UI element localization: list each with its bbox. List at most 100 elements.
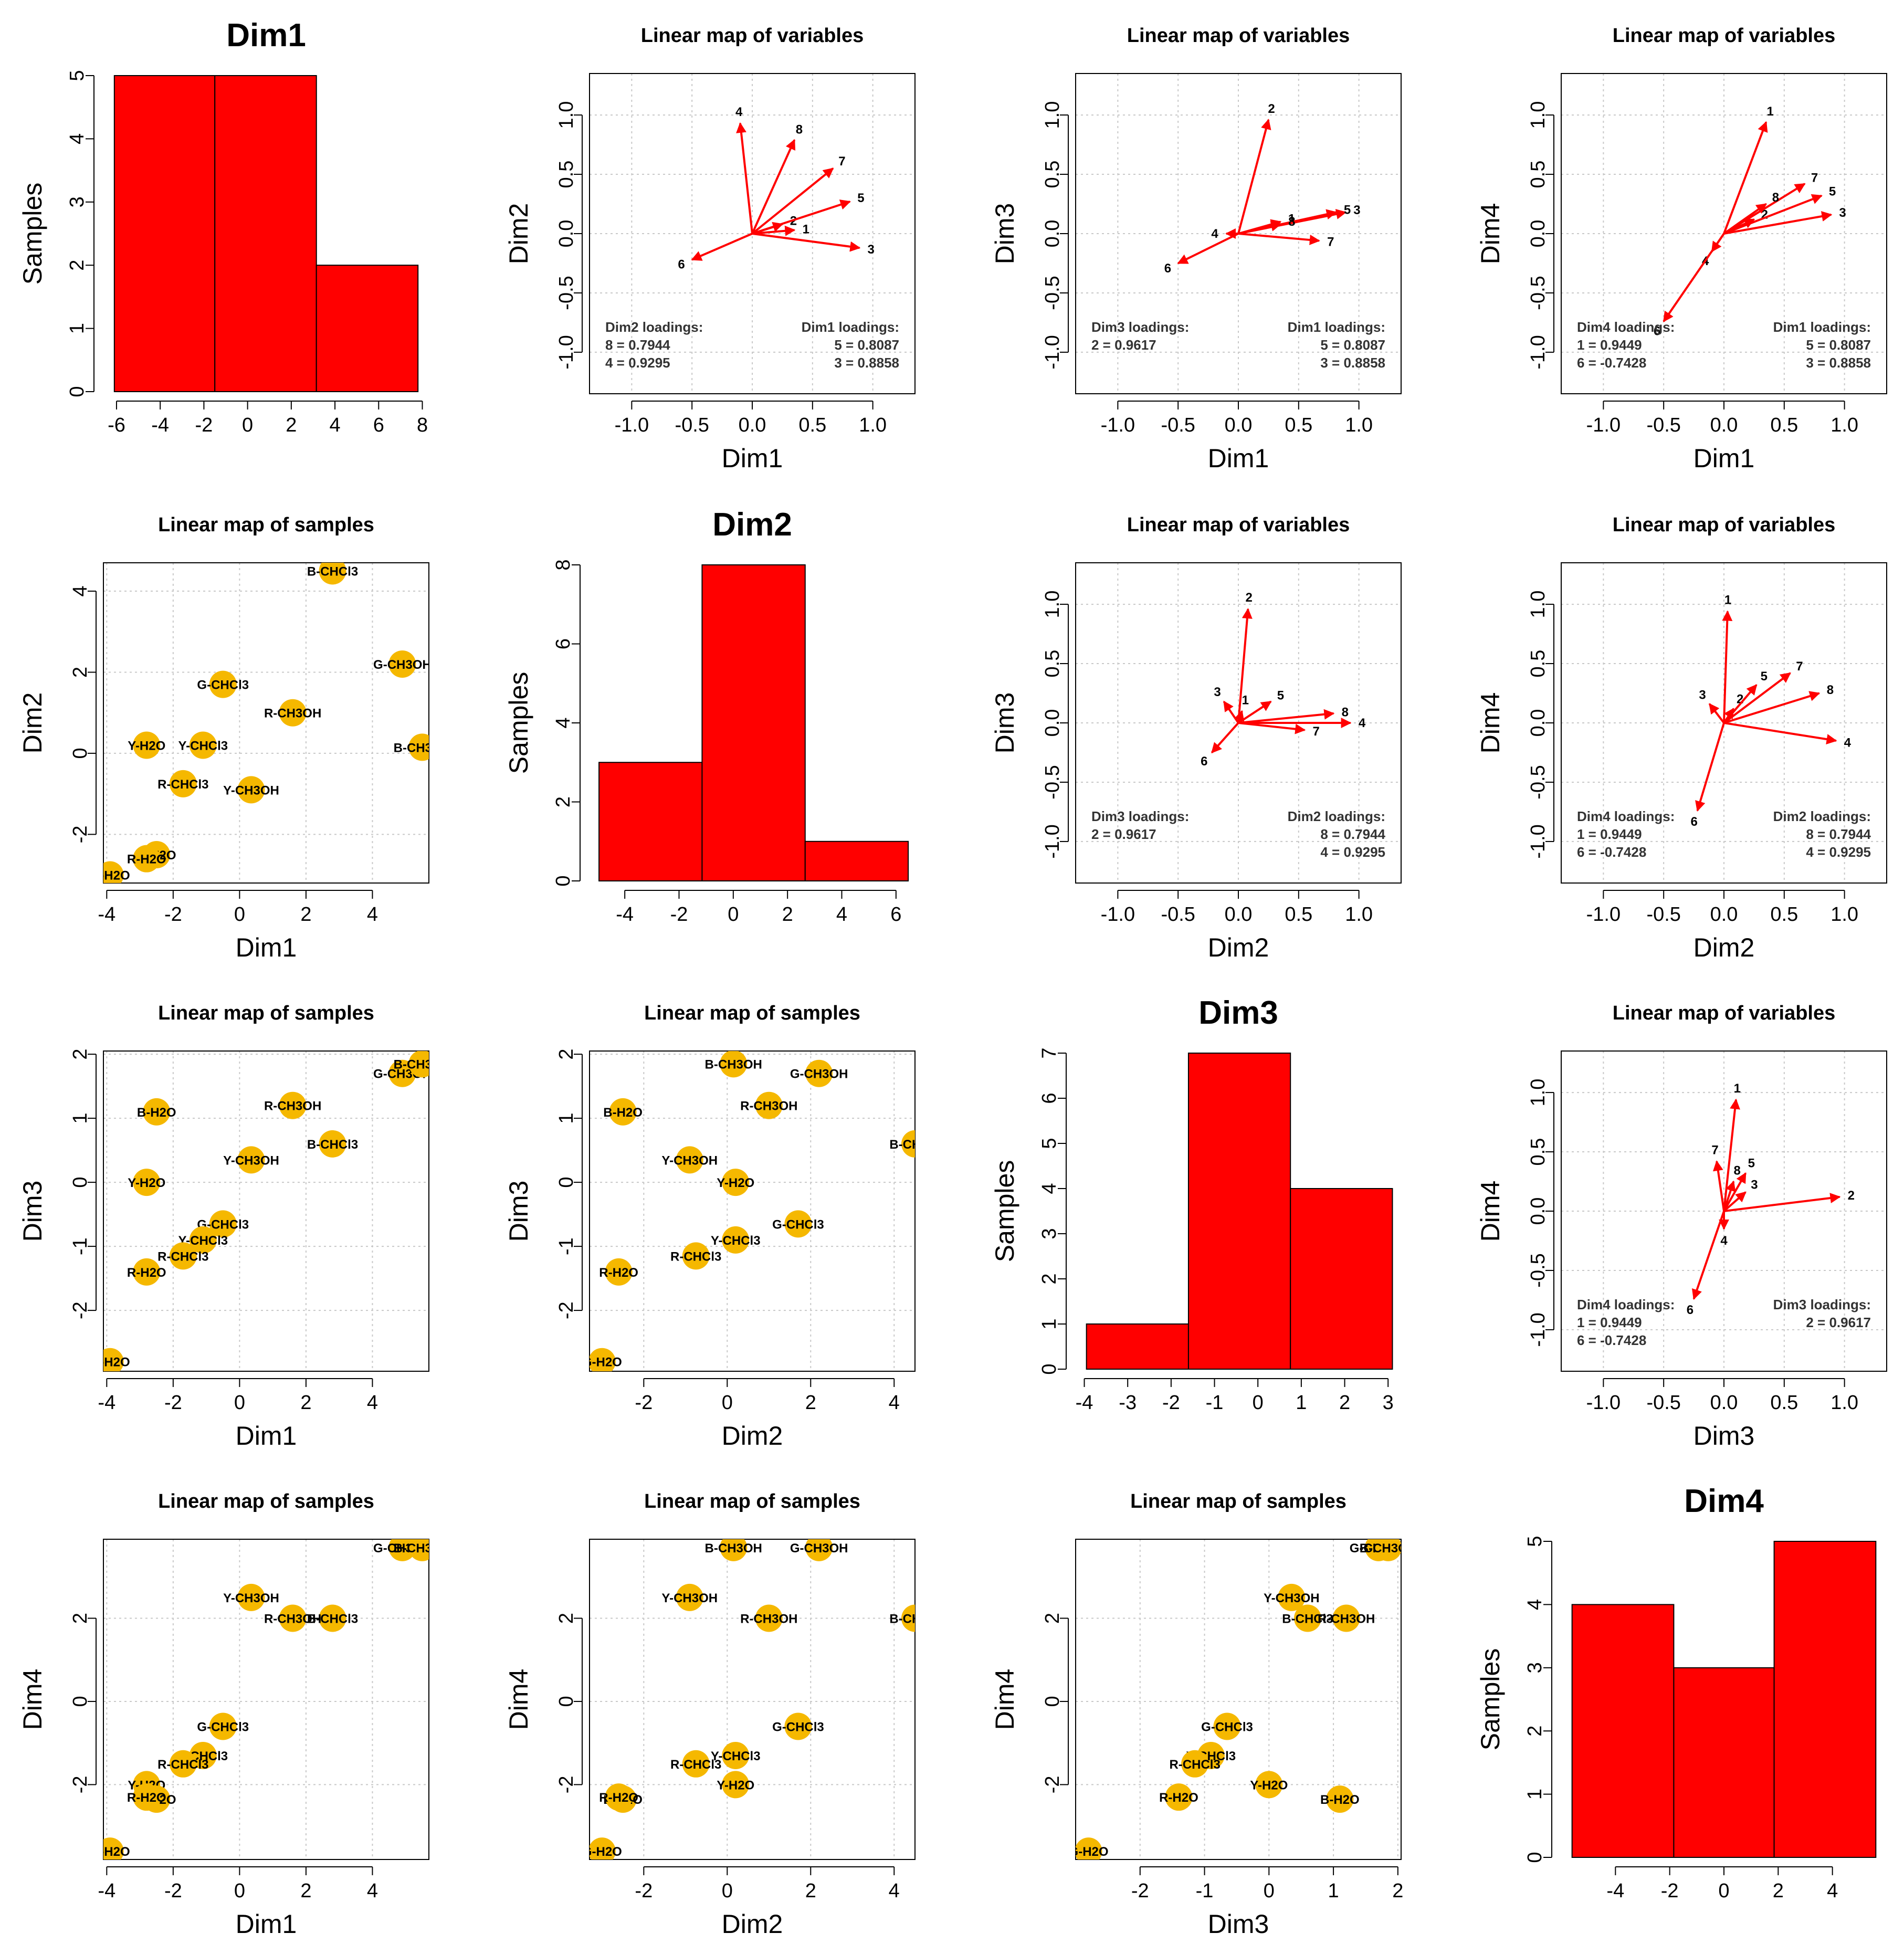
sample-point: [720, 1539, 748, 1561]
x-tick-label: -4: [1076, 1392, 1093, 1414]
histogram-bar: [1187, 1053, 1291, 1370]
loadings-text: 4 = 0.9295: [1806, 844, 1871, 860]
variable-label: 8: [1733, 1164, 1740, 1178]
y-tick-label: 1: [69, 1113, 91, 1124]
sample-point: [408, 1539, 429, 1561]
y-tick-label: 6: [552, 638, 574, 649]
x-tick-label: -2: [164, 1392, 182, 1414]
sample-point: [1213, 1712, 1241, 1740]
panel-title: Linear map of samples: [644, 1490, 860, 1512]
x-tick-label: 0: [1264, 1880, 1275, 1902]
loadings-text: 4 = 0.9295: [605, 355, 670, 371]
x-tick-label: -1.0: [1586, 903, 1621, 926]
variable-label: 3: [1214, 685, 1221, 699]
sample-points: B-CHCl3G-CH3OHG-CHCl3R-CH3OHY-H2OY-CHCl3…: [103, 1051, 429, 1371]
loadings-text: 5 = 0.8087: [834, 337, 899, 353]
x-tick-label: 1.0: [1831, 414, 1858, 436]
sample-point: [209, 1712, 237, 1740]
variable-arrow: [1237, 700, 1272, 724]
y-tick-label: 0: [69, 1696, 91, 1707]
sample-point: [605, 1258, 633, 1286]
sample-label: B-H2O: [1320, 1793, 1360, 1807]
y-tick-label: -2: [69, 825, 91, 843]
x-tick-label: -1: [1196, 1880, 1214, 1902]
sample-point: [682, 1750, 710, 1778]
y-tick-label: 0.0: [1527, 1197, 1549, 1225]
y-tick-label: 4: [69, 585, 91, 596]
sample-point: [189, 1226, 217, 1254]
variable-label: 2: [1246, 591, 1253, 605]
x-axis-label: Dim1: [236, 1421, 297, 1451]
sample-point: [103, 1348, 124, 1371]
y-tick-label: 0: [552, 875, 574, 886]
y-tick-label: -2: [555, 1776, 577, 1794]
sample-label: B-CHCl3: [307, 1612, 358, 1626]
x-axis-label: Dim2: [722, 1421, 783, 1451]
variable-label: 1: [803, 222, 809, 236]
panel-title: Dim3: [1198, 995, 1278, 1031]
histogram-bar: [214, 75, 317, 392]
x-tick-label: -4: [616, 903, 634, 926]
loadings-text: 6 = -0.7428: [1577, 1332, 1646, 1348]
sample-point: [319, 1604, 346, 1632]
variable-arrow: [1723, 1172, 1747, 1212]
plot-frame: [1075, 73, 1402, 394]
sample-map-panel: Linear map of samples Dim1 Dim4 -4 -2 0 2 4 -2 0 2…: [18, 1490, 429, 1939]
sample-point: [133, 845, 161, 873]
x-tick-label: 0: [722, 1880, 733, 1902]
x-tick-label: 0: [728, 903, 739, 926]
x-tick-label: 0.5: [1770, 414, 1798, 436]
sample-point: [590, 1837, 616, 1859]
sample-point: [408, 1051, 429, 1078]
sample-label: Y-CH3OH: [1264, 1591, 1320, 1605]
y-tick-label: 1: [66, 323, 88, 334]
variable-label: 6: [1164, 261, 1171, 276]
sample-point: [133, 731, 161, 759]
variable-label: 4: [1211, 227, 1218, 241]
histogram-bar: [315, 265, 419, 393]
variable-arrow: [1237, 608, 1253, 723]
y-tick-label: -2: [69, 1301, 91, 1319]
sample-map-panel: Linear map of samples Dim2 Dim4 -2 0 2 4 -2 0 2 B-…: [504, 1490, 916, 1939]
sample-point: [1374, 1539, 1401, 1561]
loadings-text: 8 = 0.7944: [1320, 826, 1385, 842]
histogram-bar: [598, 762, 703, 881]
sample-point: [143, 1098, 171, 1126]
x-tick-label: 0.0: [1710, 414, 1738, 436]
sample-point: [609, 1098, 637, 1126]
sample-point: [103, 1837, 124, 1859]
x-tick-label: 0: [1253, 1392, 1264, 1414]
loadings-text: Dim3 loadings:: [1091, 808, 1189, 824]
sample-label: B-CH3OH: [705, 1057, 762, 1071]
variable-arrow: [1723, 722, 1837, 744]
variable-label: 6: [1654, 324, 1660, 338]
x-tick-label: 2: [300, 903, 311, 926]
sample-point: [805, 1059, 833, 1087]
histogram-bar: [1290, 1188, 1393, 1370]
y-tick-label: -1: [69, 1237, 91, 1255]
x-tick-label: 2: [805, 1880, 816, 1902]
y-tick-label: 0.5: [1527, 1138, 1549, 1166]
y-axis-label: Dim4: [1476, 1181, 1505, 1242]
sample-label: R-CHCl3: [1169, 1758, 1220, 1772]
sample-point: [319, 563, 346, 585]
y-tick-label: 0.0: [555, 220, 577, 248]
variable-label: 5: [1344, 203, 1351, 217]
sample-point: [1181, 1750, 1209, 1778]
x-tick-label: -2: [635, 1880, 653, 1902]
variable-label: 3: [1699, 688, 1706, 702]
x-tick-label: -1.0: [1586, 1392, 1621, 1414]
y-tick-label: 2: [1524, 1726, 1546, 1737]
x-axis-label: Dim1: [722, 444, 783, 473]
variable-label: 2: [1268, 102, 1275, 116]
sample-label: Y-H2O: [717, 1176, 754, 1190]
y-tick-label: 0.0: [1527, 709, 1549, 737]
sample-point: [590, 1348, 616, 1371]
y-tick-label: 4: [66, 133, 88, 144]
sample-label: Y-CHCl3: [711, 1749, 761, 1763]
plot-frame: [1561, 562, 1887, 884]
plot-frame: [103, 1050, 429, 1372]
sample-label: R-H2O: [127, 853, 166, 867]
y-tick-label: 0.5: [1042, 650, 1064, 678]
y-tick-label: 0.0: [1042, 220, 1064, 248]
